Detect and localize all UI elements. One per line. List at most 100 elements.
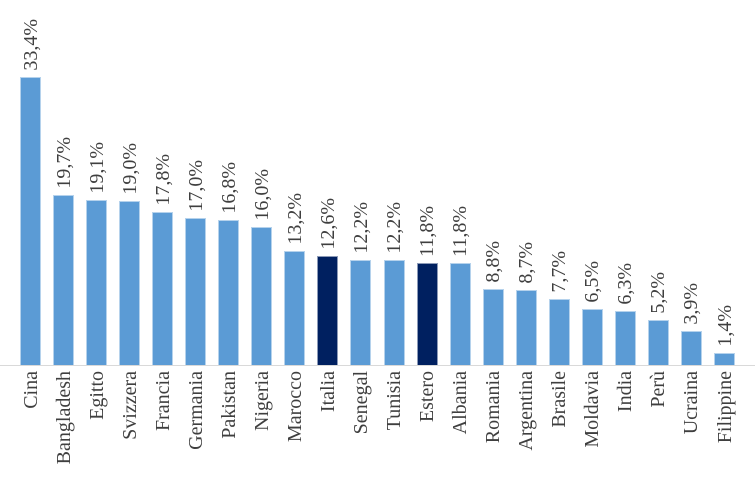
value-label-italia: 12,6% <box>316 198 339 250</box>
category-label-argentina: Argentina <box>515 371 538 451</box>
bar-ucraina <box>680 331 702 365</box>
bar-albania <box>449 263 471 365</box>
category-label-nigeria: Nigeria <box>250 371 273 431</box>
category-label-per-: Perù <box>647 371 670 408</box>
category-cell-cina: Cina <box>14 371 47 491</box>
category-label-senegal: Senegal <box>349 371 372 435</box>
category-label-italia: Italia <box>316 371 339 413</box>
category-cell-senegal: Senegal <box>344 371 377 491</box>
category-cell-germania: Germania <box>179 371 212 491</box>
bar-india <box>614 311 636 365</box>
category-label-germania: Germania <box>184 371 207 450</box>
bar-column-svizzera: 19,0% <box>113 0 146 365</box>
category-label-ucraina: Ucraina <box>680 371 703 435</box>
value-label-senegal: 12,2% <box>349 202 372 254</box>
bar-column-argentina: 8,7% <box>510 0 543 365</box>
bar-column-cina: 33,4% <box>14 0 47 365</box>
value-label-marocco: 13,2% <box>283 193 306 245</box>
category-cell-marocco: Marocco <box>278 371 311 491</box>
category-axis-labels: Cina Bangladesh Egitto Svizzera Francia Germa… <box>14 371 741 491</box>
value-label-moldavia: 6,5% <box>581 261 604 303</box>
bar-bangladesh <box>53 195 75 365</box>
category-label-francia: Francia <box>151 371 174 431</box>
category-label-brasile: Brasile <box>548 371 571 428</box>
bar-column-estero: 11,8% <box>411 0 444 365</box>
category-cell-italia: Italia <box>311 371 344 491</box>
value-label-bangladesh: 19,7% <box>52 137 75 189</box>
bar-column-marocco: 13,2% <box>278 0 311 365</box>
value-label-cina: 33,4% <box>19 19 42 71</box>
category-label-tunisia: Tunisia <box>383 371 406 431</box>
value-label-pakistan: 16,8% <box>217 162 240 214</box>
bar-column-moldavia: 6,5% <box>576 0 609 365</box>
bar-column-senegal: 12,2% <box>344 0 377 365</box>
category-label-marocco: Marocco <box>283 371 306 443</box>
bar-tunisia <box>383 260 405 365</box>
bar-filippine <box>714 353 735 365</box>
bar-column-germania: 17,0% <box>179 0 212 365</box>
category-label-pakistan: Pakistan <box>217 371 240 439</box>
bar-brasile <box>548 299 570 365</box>
bar-italia <box>317 256 339 365</box>
bar-cina <box>20 77 42 365</box>
category-cell-india: India <box>609 371 642 491</box>
value-label-romania: 8,8% <box>482 241 505 283</box>
category-cell-per-: Perù <box>642 371 675 491</box>
value-label-india: 6,3% <box>614 263 637 305</box>
value-label-brasile: 7,7% <box>548 251 571 293</box>
bar-marocco <box>284 251 306 365</box>
bar-column-bangladesh: 19,7% <box>47 0 80 365</box>
category-label-india: India <box>614 371 637 413</box>
category-label-bangladesh: Bangladesh <box>52 371 75 465</box>
value-label-egitto: 19,1% <box>85 142 108 194</box>
bar-nigeria <box>251 227 273 365</box>
bar-column-francia: 17,8% <box>146 0 179 365</box>
bar-francia <box>152 212 174 365</box>
bar-argentina <box>515 290 537 365</box>
category-cell-nigeria: Nigeria <box>245 371 278 491</box>
category-label-filippine: Filippine <box>713 371 736 444</box>
category-cell-francia: Francia <box>146 371 179 491</box>
bar-per- <box>647 320 669 365</box>
value-label-svizzera: 19,0% <box>118 143 141 195</box>
category-cell-egitto: Egitto <box>80 371 113 491</box>
bar-pakistan <box>218 220 240 365</box>
category-cell-tunisia: Tunisia <box>378 371 411 491</box>
category-cell-estero: Estero <box>411 371 444 491</box>
value-label-nigeria: 16,0% <box>250 169 273 221</box>
bar-column-pakistan: 16,8% <box>212 0 245 365</box>
bar-column-filippine: 1,4% <box>708 0 741 365</box>
bar-moldavia <box>581 309 603 365</box>
category-label-estero: Estero <box>416 371 439 423</box>
category-cell-pakistan: Pakistan <box>212 371 245 491</box>
bar-column-india: 6,3% <box>609 0 642 365</box>
category-cell-svizzera: Svizzera <box>113 371 146 491</box>
bar-egitto <box>86 200 108 365</box>
category-label-svizzera: Svizzera <box>118 371 141 440</box>
bar-germania <box>185 218 207 365</box>
bar-column-per-: 5,2% <box>642 0 675 365</box>
value-label-germania: 17,0% <box>184 160 207 212</box>
category-cell-romania: Romania <box>477 371 510 491</box>
bar-column-egitto: 19,1% <box>80 0 113 365</box>
bar-column-brasile: 7,7% <box>543 0 576 365</box>
category-cell-filippine: Filippine <box>708 371 741 491</box>
bar-column-romania: 8,8% <box>477 0 510 365</box>
value-label-tunisia: 12,2% <box>383 202 406 254</box>
category-label-moldavia: Moldavia <box>581 371 604 448</box>
category-cell-brasile: Brasile <box>543 371 576 491</box>
category-cell-moldavia: Moldavia <box>576 371 609 491</box>
bar-estero <box>416 263 438 365</box>
category-cell-ucraina: Ucraina <box>675 371 708 491</box>
value-label-albania: 11,8% <box>449 206 472 257</box>
value-label-filippine: 1,4% <box>713 305 736 347</box>
bar-column-tunisia: 12,2% <box>378 0 411 365</box>
value-label-estero: 11,8% <box>416 206 439 257</box>
category-cell-albania: Albania <box>444 371 477 491</box>
bar-senegal <box>350 260 372 365</box>
value-label-ucraina: 3,9% <box>680 283 703 325</box>
bar-svizzera <box>119 201 141 365</box>
bar-column-nigeria: 16,0% <box>245 0 278 365</box>
category-cell-argentina: Argentina <box>510 371 543 491</box>
